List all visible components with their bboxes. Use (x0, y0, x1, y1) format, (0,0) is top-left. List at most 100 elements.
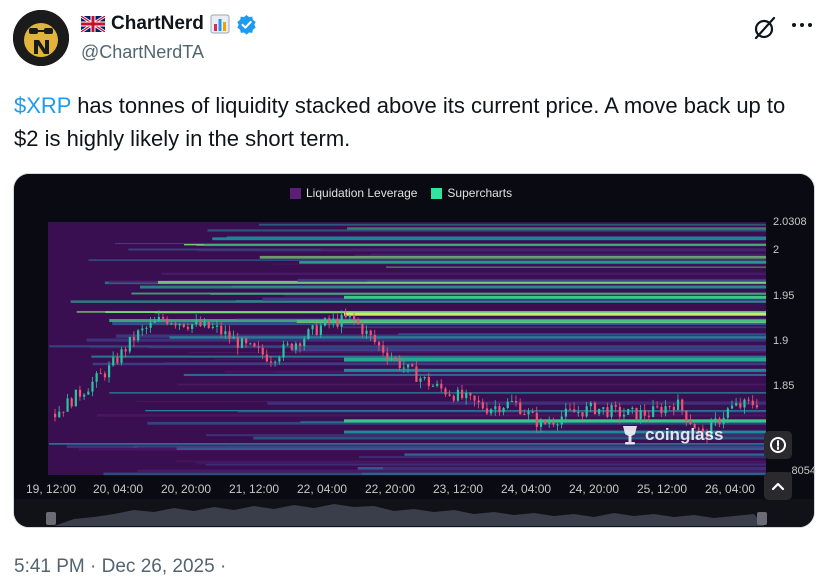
candle-body (660, 406, 663, 414)
time-label: 24, 04:00 (501, 482, 552, 496)
tweet-body: has tonnes of liquidity stacked above it… (14, 93, 786, 151)
price-label: 1.9 (773, 335, 789, 347)
candle-body (323, 318, 327, 326)
chart-settings-button[interactable] (764, 431, 792, 459)
liquidity-band (342, 326, 766, 329)
time-label: 23, 12:00 (433, 482, 484, 496)
liquidity-band (399, 311, 766, 313)
liquidity-band (212, 237, 767, 241)
liquidity-band (235, 318, 766, 320)
legend-item-supercharts[interactable]: Supercharts (431, 186, 512, 200)
chartnerd-logo-icon (13, 10, 69, 66)
liquidity-band (139, 285, 767, 289)
liquidity-band (92, 362, 766, 366)
candle-body (730, 405, 734, 409)
liquidity-band (207, 229, 766, 232)
liquidity-band (297, 278, 766, 282)
candle-body (195, 320, 198, 325)
liquidity-band-strong (344, 430, 766, 434)
candle-body (510, 400, 514, 402)
candle-body (490, 409, 493, 414)
candle-body (523, 414, 526, 416)
time-label: 20, 20:00 (161, 482, 212, 496)
candle-body (107, 365, 111, 378)
candle-body (722, 417, 725, 424)
tweet-timestamp[interactable]: 5:41 PM · Dec 26, 2025 · (14, 556, 227, 577)
candle-body (224, 331, 227, 335)
candle-body (95, 373, 98, 382)
candle-body (568, 408, 572, 410)
candle-body (328, 318, 331, 323)
candle-body (402, 367, 406, 369)
more-options-button[interactable] (790, 16, 814, 38)
candle-body (166, 318, 169, 324)
candle-body (693, 424, 696, 429)
candle-body (506, 401, 509, 409)
candle-body (353, 315, 356, 320)
candle-body (706, 431, 709, 438)
author-name-row[interactable]: ChartNerd (81, 12, 257, 36)
candle-body (186, 326, 190, 329)
candle-body (103, 373, 107, 378)
candle-body (253, 343, 256, 347)
liquidity-band (262, 297, 766, 301)
candle-body (128, 336, 131, 352)
candle-body (477, 400, 480, 403)
candle-body (647, 415, 651, 417)
candle-body (211, 326, 215, 329)
candle-body (535, 412, 538, 427)
price-label: 2.0308 (773, 216, 807, 228)
scroll-up-button[interactable] (764, 472, 792, 500)
author-avatar[interactable] (13, 10, 69, 66)
time-label: 22, 20:00 (365, 482, 416, 496)
candle-body (66, 398, 69, 412)
candle-body (83, 394, 86, 397)
liquidity-band (359, 455, 766, 459)
candle-body (726, 408, 729, 418)
legend-swatch-green (431, 187, 443, 199)
liquidity-band-strong (344, 419, 766, 423)
legend-item-liquidation-leverage[interactable]: Liquidation Leverage (290, 186, 417, 200)
liquidity-band (169, 336, 766, 340)
navigator-area (54, 504, 764, 526)
candle-body (718, 418, 721, 424)
candle-body (215, 325, 219, 327)
time-label: 26, 04:00 (705, 482, 756, 496)
candle-body (622, 414, 626, 417)
grok-button[interactable] (752, 15, 778, 41)
candle-body (91, 381, 94, 392)
candle-body (336, 318, 339, 327)
author-handle[interactable]: @ChartNerdTA (81, 42, 204, 62)
candle-body (735, 403, 738, 406)
candle-body (539, 420, 543, 427)
candle-body (170, 323, 173, 325)
price-label: 1.8054 (788, 465, 816, 477)
cashtag-link[interactable]: $XRP (14, 93, 72, 118)
candle-body (132, 336, 136, 341)
liquidity-band (103, 472, 766, 476)
candle-body (236, 337, 239, 348)
candle-body (74, 389, 77, 407)
candle-body (573, 409, 576, 413)
tweet-text: $XRP has tonnes of liquidity stacked abo… (14, 89, 804, 155)
candle-body (315, 325, 318, 335)
candle-body (593, 402, 597, 414)
liquidity-band-strong (344, 368, 766, 372)
candle-body (448, 394, 451, 396)
bar-chart-emoji-icon (210, 14, 230, 34)
candle-body (552, 422, 555, 425)
tweet-media-chart[interactable] (13, 173, 815, 528)
candle-body (494, 406, 497, 410)
candle-body (465, 392, 468, 399)
candle-body (365, 330, 368, 334)
candle-body (423, 377, 426, 379)
author-display-name[interactable]: ChartNerd (111, 13, 204, 34)
navigator-left-handle (46, 512, 56, 525)
candle-body (747, 399, 750, 401)
liquidity-band (136, 400, 767, 402)
candle-body (153, 320, 156, 323)
liquidity-band (206, 434, 766, 437)
liquidity-band (91, 355, 767, 358)
more-dots-icon (792, 23, 812, 27)
candle-body (527, 411, 530, 415)
